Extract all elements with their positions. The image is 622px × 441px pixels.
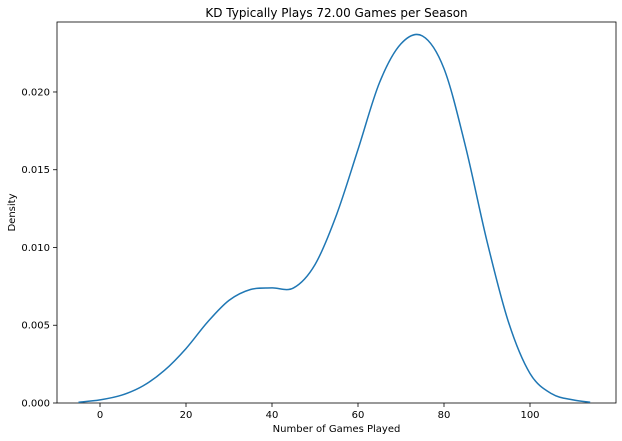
plot-frame bbox=[56, 21, 617, 404]
kde-density-line bbox=[78, 33, 591, 403]
x-tick-label: 0 bbox=[97, 410, 103, 421]
y-tick-label: 0.005 bbox=[21, 321, 50, 332]
x-tick-label: 80 bbox=[438, 410, 451, 421]
y-axis-label: Density bbox=[7, 193, 18, 231]
y-tick-label: 0.000 bbox=[21, 399, 50, 410]
x-axis-label: Number of Games Played bbox=[273, 424, 401, 435]
series-layer bbox=[78, 33, 591, 403]
x-tick-label: 60 bbox=[352, 410, 365, 421]
x-tick-label: 20 bbox=[180, 410, 193, 421]
y-tick-label: 0.015 bbox=[21, 165, 50, 176]
y-axis-ticks: 0.000 0.005 0.010 0.015 0.020 bbox=[21, 87, 57, 410]
x-tick-label: 100 bbox=[520, 410, 539, 421]
x-tick-label: 40 bbox=[266, 410, 279, 421]
x-axis-ticks: 0 20 40 60 80 100 bbox=[97, 403, 540, 421]
y-tick-label: 0.010 bbox=[21, 243, 50, 254]
chart-title: KD Typically Plays 72.00 Games per Seaso… bbox=[205, 6, 467, 20]
y-tick-label: 0.020 bbox=[21, 87, 50, 98]
